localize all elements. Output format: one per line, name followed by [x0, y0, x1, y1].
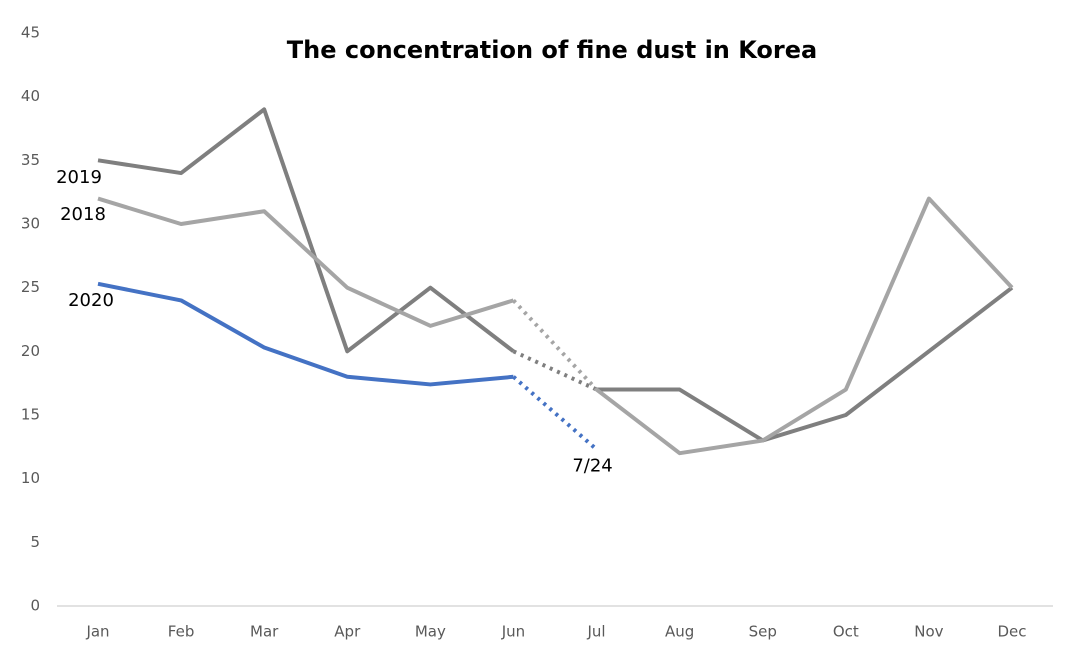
y-tick-label: 0	[30, 597, 40, 615]
x-tick-label: Mar	[250, 623, 279, 641]
y-tick-label: 45	[21, 24, 40, 42]
legend-label: 2019	[56, 167, 102, 188]
x-tick-label: Jun	[501, 623, 525, 641]
y-tick-label: 20	[21, 342, 40, 360]
x-tick-label: Dec	[997, 623, 1026, 641]
series-line	[97, 196, 1014, 456]
x-tick-label: May	[415, 623, 446, 641]
y-tick-label: 40	[21, 87, 40, 105]
dotted-line	[512, 375, 598, 451]
x-tick-label: Apr	[334, 623, 361, 641]
x-tick-label: Aug	[665, 623, 694, 641]
x-tick-label: Jul	[586, 623, 605, 641]
series-line	[97, 107, 1014, 443]
legend-label: 2020	[68, 290, 114, 311]
chart-title: The concentration of fine dust in Korea	[287, 36, 817, 64]
y-tick-label: 10	[21, 469, 40, 487]
x-tick-label: Jan	[85, 623, 109, 641]
y-tick-label: 25	[21, 278, 40, 296]
x-tick-label: Oct	[833, 623, 859, 641]
y-tick-label: 15	[21, 406, 40, 424]
x-tick-label: Nov	[914, 623, 943, 641]
annotation: 7/24	[572, 455, 612, 476]
legend-label: 2018	[60, 204, 106, 225]
y-tick-label: 35	[21, 151, 40, 169]
x-tick-label: Sep	[749, 623, 777, 641]
y-tick-label: 5	[30, 533, 40, 551]
x-tick-label: Feb	[168, 623, 195, 641]
y-tick-label: 30	[21, 215, 40, 233]
